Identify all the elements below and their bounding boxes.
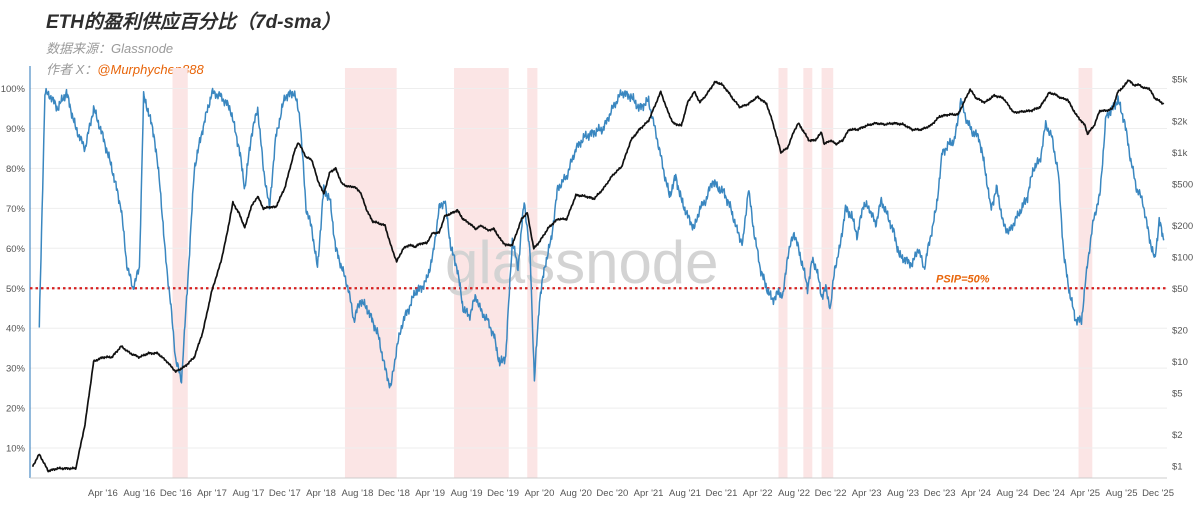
- y-right-tick-label: $10: [1172, 357, 1188, 368]
- eth-price-line: [31, 79, 1165, 473]
- shaded-periods: [172, 68, 1093, 478]
- x-tick-label: Aug '20: [560, 488, 592, 499]
- y-left-tick-label: 20%: [6, 404, 26, 415]
- y-right-tick-label: $20: [1172, 326, 1188, 337]
- y-right-tick-label: $50: [1172, 284, 1188, 295]
- shaded-period-2: [344, 68, 397, 478]
- x-tick-label: Dec '24: [1033, 488, 1065, 499]
- shaded-period-3: [454, 68, 509, 478]
- x-tick-label: Apr '16: [88, 488, 118, 499]
- threshold-group: PSIP=50%: [30, 273, 1167, 290]
- y-left-tick-label: 100%: [1, 84, 26, 95]
- x-tick-label: Dec '18: [378, 488, 410, 499]
- watermark: glassnode: [445, 229, 719, 296]
- y-left-tick-label: 50%: [6, 284, 26, 295]
- x-tick-label: Apr '23: [852, 488, 882, 499]
- shaded-period-4: [527, 68, 538, 478]
- x-tick-label: Dec '25: [1142, 488, 1174, 499]
- x-tick-label: Apr '17: [197, 488, 227, 499]
- y-right-tick-label: $1k: [1172, 148, 1188, 159]
- y-axis-right-ticks: $1 $2 $5 $10 $20 $50 $100 $200 $500 $1k $2k $5k: [1172, 75, 1193, 473]
- x-tick-label: Aug '24: [997, 488, 1029, 499]
- y-right-tick-label: $500: [1172, 179, 1193, 190]
- shaded-period-1: [172, 68, 188, 478]
- shaded-period-7: [821, 68, 834, 478]
- data-source: 数据来源：Glassnode: [46, 41, 174, 56]
- y-left-tick-label: 40%: [6, 324, 26, 335]
- chart-title: ETH的盈利供应百分比（7d-sma）: [46, 12, 341, 33]
- shaded-period-8: [1078, 68, 1093, 478]
- supply-in-profit-line: [38, 87, 1165, 389]
- y-left-tick-label: 60%: [6, 244, 26, 255]
- x-tick-label: Aug '25: [1106, 488, 1138, 499]
- y-right-tick-label: $5k: [1172, 75, 1188, 86]
- x-tick-label: Dec '20: [596, 488, 628, 499]
- y-right-tick-label: $200: [1172, 221, 1193, 232]
- x-tick-label: Aug '21: [669, 488, 701, 499]
- x-tick-label: Apr '25: [1070, 488, 1100, 499]
- x-tick-label: Apr '21: [634, 488, 664, 499]
- chart-header: ETH的盈利供应百分比（7d-sma） 数据来源：Glassnode 作者 X：…: [46, 8, 341, 79]
- shaded-period-5: [778, 68, 788, 478]
- y-right-tick-label: $100: [1172, 252, 1193, 263]
- x-tick-label: Aug '17: [232, 488, 264, 499]
- x-tick-label: Aug '18: [342, 488, 374, 499]
- x-tick-label: Dec '17: [269, 488, 301, 499]
- y-left-tick-label: 30%: [6, 364, 26, 375]
- y-right-tick-label: $2: [1172, 430, 1183, 441]
- y-left-tick-label: 80%: [6, 164, 26, 175]
- x-tick-label: Apr '18: [306, 488, 336, 499]
- x-tick-label: Dec '22: [815, 488, 847, 499]
- y-axis-left-ticks: 10% 20% 30% 40% 50% 60% 70% 80% 90% 100%: [1, 84, 26, 455]
- x-tick-label: Dec '16: [160, 488, 192, 499]
- x-axis-ticks: Apr '16 Aug '16 Dec '16 Apr '17 Aug '17 Dec '…: [88, 488, 1174, 499]
- axes: [29, 66, 1167, 479]
- y-left-tick-label: 10%: [6, 444, 26, 455]
- y-left-tick-label: 70%: [6, 204, 26, 215]
- x-tick-label: Apr '19: [415, 488, 445, 499]
- series-lines: [31, 79, 1165, 473]
- x-tick-label: Apr '20: [525, 488, 555, 499]
- x-tick-label: Aug '23: [887, 488, 919, 499]
- x-tick-label: Aug '16: [123, 488, 155, 499]
- threshold-label: PSIP=50%: [936, 273, 990, 285]
- x-tick-label: Dec '23: [924, 488, 956, 499]
- x-tick-label: Apr '24: [961, 488, 991, 499]
- y-right-tick-label: $5: [1172, 389, 1183, 400]
- shaded-period-6: [803, 68, 813, 478]
- x-tick-label: Apr '22: [743, 488, 773, 499]
- y-right-tick-label: $1: [1172, 462, 1183, 473]
- y-right-tick-label: $2k: [1172, 116, 1188, 127]
- x-tick-label: Aug '19: [451, 488, 483, 499]
- y-left-tick-label: 90%: [6, 124, 26, 135]
- author-prefix: 作者 X：: [46, 62, 98, 77]
- x-tick-label: Dec '21: [706, 488, 738, 499]
- x-tick-label: Dec '19: [487, 488, 519, 499]
- x-tick-label: Aug '22: [778, 488, 810, 499]
